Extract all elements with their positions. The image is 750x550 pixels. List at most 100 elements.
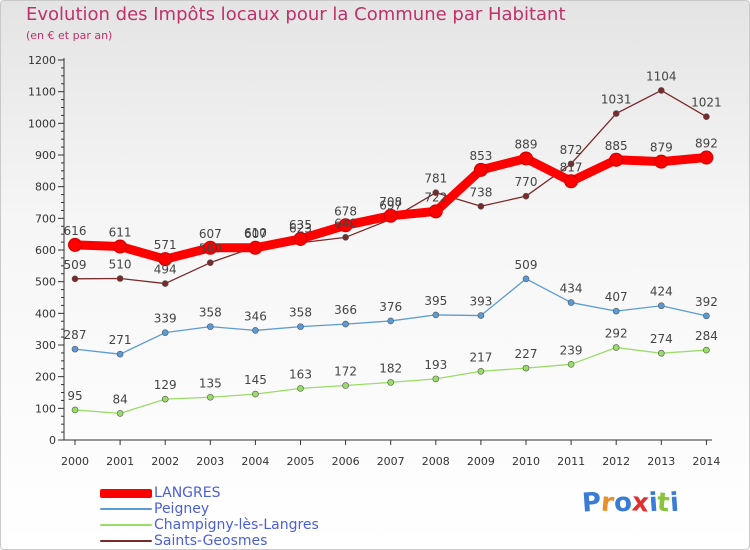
data-label: 738 [469, 185, 492, 199]
y-tick-label: 400 [35, 307, 56, 320]
data-point [161, 329, 169, 336]
data-point [338, 218, 353, 233]
data-point [654, 154, 669, 169]
data-label: 509 [64, 258, 87, 272]
data-label: 358 [289, 306, 312, 320]
data-label: 366 [334, 303, 357, 317]
data-label: 129 [154, 378, 177, 392]
x-tick-label: 2000 [61, 455, 89, 468]
data-label: 889 [515, 137, 538, 151]
data-point [703, 312, 710, 320]
data-point [699, 150, 714, 165]
data-label: 145 [244, 373, 267, 387]
data-point [207, 323, 214, 330]
data-label: 135 [199, 376, 222, 390]
data-point [252, 327, 259, 334]
data-label: 510 [109, 258, 132, 272]
data-point [432, 375, 440, 383]
y-tick-label: 700 [35, 212, 56, 225]
data-point [612, 307, 620, 315]
data-label: 892 [695, 137, 718, 151]
x-tick-label: 2001 [106, 455, 134, 468]
data-label: 571 [154, 238, 177, 252]
data-point [519, 151, 533, 166]
data-label: 239 [560, 343, 583, 357]
y-tick-label: 100 [35, 402, 56, 415]
data-point [432, 189, 440, 196]
data-point [612, 344, 620, 351]
data-label: 407 [605, 290, 628, 304]
data-label: 853 [469, 149, 492, 163]
data-label: 770 [515, 175, 538, 189]
x-tick-label: 2011 [557, 455, 585, 468]
data-point [161, 280, 169, 287]
y-tick-label: 1100 [28, 86, 56, 99]
data-point [252, 390, 259, 398]
data-point [383, 208, 398, 223]
data-point [567, 299, 575, 306]
data-point [161, 395, 169, 403]
legend-label: Champigny-lès-Langres [154, 517, 319, 533]
data-point [342, 382, 349, 389]
logo-letter: i [668, 487, 680, 519]
data-label: 424 [650, 285, 673, 299]
x-tick-label: 2004 [241, 455, 269, 468]
chart-title: Evolution des Impôts locaux pour la Comm… [26, 4, 566, 25]
data-label: 434 [560, 282, 583, 296]
data-point [342, 320, 349, 328]
data-label: 560 [199, 242, 222, 256]
data-label: 872 [560, 143, 583, 157]
data-point [522, 275, 530, 283]
data-point [657, 349, 665, 357]
data-point [703, 346, 710, 354]
data-label: 163 [289, 367, 312, 381]
data-label: 271 [109, 333, 132, 347]
data-point [116, 275, 124, 282]
legend-label: Peigney [154, 501, 210, 517]
x-tick-label: 2002 [151, 455, 179, 468]
data-point [477, 367, 485, 375]
data-point [342, 234, 349, 241]
data-label: 722 [424, 190, 447, 204]
x-tick-label: 2008 [422, 455, 450, 468]
data-label: 697 [379, 198, 402, 212]
legend-swatch [100, 488, 152, 498]
data-label: 292 [605, 327, 628, 341]
data-point [522, 364, 530, 372]
proxiti-logo: Proxiti [581, 487, 680, 519]
data-label: 172 [334, 365, 357, 379]
y-tick-label: 0 [49, 434, 56, 447]
data-point [158, 252, 173, 267]
data-label: 607 [199, 227, 222, 241]
data-point [567, 160, 575, 168]
data-point [567, 361, 575, 368]
data-label: 84 [112, 392, 127, 406]
x-tick-label: 2013 [647, 455, 675, 468]
data-label: 610 [244, 226, 267, 240]
data-point [612, 110, 620, 117]
legend-label: LANGRES [154, 485, 221, 501]
data-label: 1104 [646, 69, 677, 83]
data-label: 395 [424, 294, 447, 308]
data-label: 193 [424, 358, 447, 372]
data-label: 623 [289, 222, 312, 236]
x-tick-label: 2006 [332, 455, 360, 468]
y-tick-label: 300 [35, 339, 56, 352]
data-point [68, 237, 82, 252]
y-tick-label: 500 [35, 276, 56, 289]
data-label: 1031 [601, 93, 632, 107]
data-point [116, 350, 124, 358]
data-label: 817 [560, 160, 583, 174]
data-label: 607 [244, 227, 267, 241]
data-label: 287 [64, 328, 87, 342]
data-point [657, 302, 665, 310]
data-point [609, 152, 624, 167]
legend-label: Saints-Geosmes [154, 533, 268, 549]
data-point [71, 406, 79, 414]
y-tick-label: 200 [35, 371, 56, 384]
data-point [387, 379, 395, 386]
data-point [387, 317, 395, 325]
data-point [297, 385, 304, 392]
data-point [703, 113, 710, 120]
